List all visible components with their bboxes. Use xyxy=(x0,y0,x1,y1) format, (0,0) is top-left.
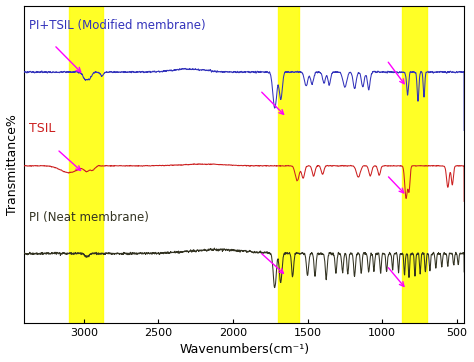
Text: PI (Neat membrane): PI (Neat membrane) xyxy=(28,211,148,224)
Bar xyxy=(69,5,103,323)
Bar xyxy=(278,5,299,323)
Y-axis label: Transmittance%: Transmittance% xyxy=(6,114,18,215)
Text: PI+TSIL (Modified membrane): PI+TSIL (Modified membrane) xyxy=(28,19,205,32)
Bar xyxy=(401,5,427,323)
Text: TSIL: TSIL xyxy=(28,122,55,135)
X-axis label: Wavenumbers(cm⁻¹): Wavenumbers(cm⁻¹) xyxy=(179,344,309,357)
